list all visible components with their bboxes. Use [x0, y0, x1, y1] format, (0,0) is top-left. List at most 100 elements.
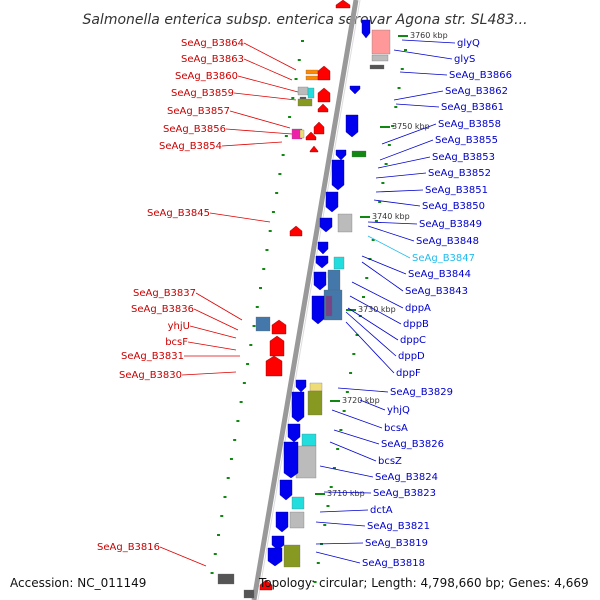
gene-label-seag-b3849[interactable]: SeAg_B3849 — [419, 219, 482, 230]
gene-label-seag-b3831[interactable]: SeAg_B3831 — [121, 351, 184, 362]
tick-mark — [313, 581, 317, 583]
gene-label-seag-b3857[interactable]: SeAg_B3857 — [167, 106, 230, 117]
gene-block — [305, 69, 319, 75]
gene-label-yhju[interactable]: yhjU — [168, 321, 190, 332]
gene-label-dcta[interactable]: dctA — [370, 505, 393, 516]
gene-arrow-reverse — [265, 355, 283, 377]
tick-mark — [252, 325, 256, 327]
gene-label-bcsa[interactable]: bcsA — [384, 423, 408, 434]
gene-label-seag-b3860[interactable]: SeAg_B3860 — [175, 71, 238, 82]
gene-arrow-forward — [325, 191, 339, 213]
leader-line — [329, 441, 377, 462]
gene-arrow-reverse — [317, 87, 331, 103]
gene-label-glyq[interactable]: glyQ — [457, 38, 480, 49]
gene-label-seag-b3848[interactable]: SeAg_B3848 — [416, 236, 479, 247]
gene-label-seag-b3818[interactable]: SeAg_B3818 — [362, 558, 425, 569]
gene-labels[interactable]: SeAg_B3864 SeAg_B3863 SeAg_B3860 SeAg_B3859… — [97, 38, 512, 569]
gene-label-seag-b3843[interactable]: SeAg_B3843 — [405, 286, 468, 297]
gene-block — [309, 382, 323, 392]
gene-arrow-forward — [319, 217, 333, 233]
summary-text: Topology: circular; Length: 4,798,660 bp… — [258, 576, 589, 590]
gene-label-dppc[interactable]: dppC — [400, 335, 426, 346]
tick-mark — [217, 534, 221, 536]
gene-label-seag-b3823[interactable]: SeAg_B3823 — [373, 488, 436, 499]
tick-mark — [352, 353, 356, 355]
tick-mark — [397, 87, 401, 89]
leader-line — [401, 39, 456, 44]
leader-line — [187, 341, 237, 351]
gene-label-seag-b3854[interactable]: SeAg_B3854 — [159, 141, 222, 152]
tick-mark — [378, 201, 382, 203]
gene-label-seag-b3855[interactable]: SeAg_B3855 — [435, 135, 498, 146]
leader-line — [181, 371, 237, 376]
gene-label-dppa[interactable]: dppA — [405, 303, 431, 314]
gene-label-seag-b3866[interactable]: SeAg_B3866 — [449, 70, 512, 81]
tick-mark — [384, 163, 388, 165]
gene-arrow-forward — [311, 295, 325, 325]
gene-label-bcsf[interactable]: bcsF — [165, 337, 188, 348]
gene-label-seag-b3830[interactable]: SeAg_B3830 — [119, 370, 182, 381]
gene-features — [217, 0, 391, 599]
gene-arrow-reverse — [269, 335, 285, 357]
gene-arrow-reverse — [289, 225, 303, 237]
tick-mark — [236, 420, 240, 422]
gene-label-seag-b3862[interactable]: SeAg_B3862 — [445, 86, 508, 97]
gene-label-seag-b3850[interactable]: SeAg_B3850 — [422, 201, 485, 212]
tick-mark — [210, 572, 214, 574]
kbp-tick — [315, 493, 325, 495]
tick-mark — [339, 429, 343, 431]
tick-mark — [394, 106, 398, 108]
gene-arrow-forward — [349, 85, 361, 95]
gene-label-seag-b3852[interactable]: SeAg_B3852 — [428, 168, 491, 179]
gene-label-yhjq[interactable]: yhjQ — [387, 405, 410, 416]
tick-mark — [326, 505, 330, 507]
gene-label-seag-b3853[interactable]: SeAg_B3853 — [432, 152, 495, 163]
gene-arrow-reverse — [305, 131, 317, 141]
tick-mark — [400, 68, 404, 70]
gene-block — [299, 129, 305, 139]
gene-label-seag-b3836[interactable]: SeAg_B3836 — [131, 304, 194, 315]
gene-label-seag-b3864[interactable]: SeAg_B3864 — [181, 38, 244, 49]
gene-label-seag-b3826[interactable]: SeAg_B3826 — [381, 439, 444, 450]
gene-arrow-forward — [275, 511, 289, 533]
gene-label-seag-b3847[interactable]: SeAg_B3847 — [412, 253, 475, 264]
tick-mark — [278, 173, 282, 175]
gene-label-seag-b3824[interactable]: SeAg_B3824 — [375, 472, 438, 483]
gene-label-seag-b3819[interactable]: SeAg_B3819 — [365, 538, 428, 549]
gene-label-dppb[interactable]: dppB — [403, 319, 429, 330]
leader-line — [367, 221, 418, 225]
gene-label-bcsz[interactable]: bcsZ — [378, 456, 402, 467]
tick-mark — [374, 220, 378, 222]
tick-mark — [229, 458, 233, 460]
leader-line — [315, 521, 366, 527]
tick-mark — [336, 448, 340, 450]
gene-block — [307, 390, 323, 416]
tick-mark — [301, 40, 304, 42]
leader-line — [359, 399, 386, 411]
gene-block — [371, 54, 389, 62]
gene-label-seag-b3859[interactable]: SeAg_B3859 — [171, 88, 234, 99]
gene-label-seag-b3856[interactable]: SeAg_B3856 — [163, 124, 226, 135]
gene-label-seag-b3851[interactable]: SeAg_B3851 — [425, 185, 488, 196]
gene-label-seag-b3829[interactable]: SeAg_B3829 — [390, 387, 453, 398]
gene-label-dppd[interactable]: dppD — [398, 351, 425, 362]
tick-mark — [381, 182, 385, 184]
gene-label-seag-b3861[interactable]: SeAg_B3861 — [441, 102, 504, 113]
gene-label-seag-b3837[interactable]: SeAg_B3837 — [133, 288, 196, 299]
tick-mark — [342, 410, 346, 412]
gene-label-seag-b3816[interactable]: SeAg_B3816 — [97, 542, 160, 553]
tick-mark — [223, 496, 227, 498]
leader-line — [393, 90, 444, 101]
gene-label-seag-b3844[interactable]: SeAg_B3844 — [408, 269, 471, 280]
gene-label-seag-b3845[interactable]: SeAg_B3845 — [147, 208, 210, 219]
gene-label-seag-b3858[interactable]: SeAg_B3858 — [438, 119, 501, 130]
tick-mark — [268, 230, 272, 232]
gene-label-glys[interactable]: glyS — [454, 54, 475, 65]
gene-label-seag-b3863[interactable]: SeAg_B3863 — [181, 54, 244, 65]
gene-arrow-forward — [331, 159, 345, 191]
tick-mark — [404, 49, 407, 51]
gene-block — [351, 150, 367, 158]
gene-label-seag-b3821[interactable]: SeAg_B3821 — [367, 521, 430, 532]
gene-label-dppf[interactable]: dppF — [396, 368, 421, 379]
